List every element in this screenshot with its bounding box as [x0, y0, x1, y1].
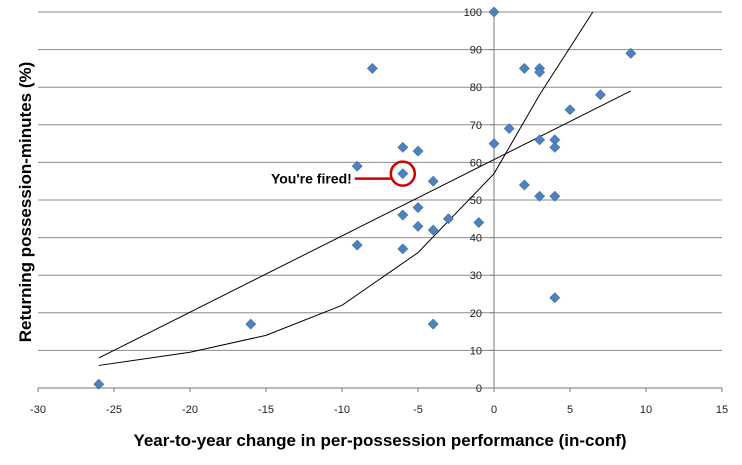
- data-point: [473, 217, 485, 228]
- data-point: [412, 202, 424, 213]
- x-tick-label: -5: [413, 404, 423, 416]
- data-point: [503, 123, 515, 134]
- annotation: You're fired!: [271, 160, 417, 187]
- data-point: [564, 104, 576, 116]
- data-point: [427, 318, 439, 330]
- trendlines: [98, 11, 632, 366]
- x-tick-label: 10: [640, 404, 652, 416]
- x-tick-label: 0: [491, 404, 497, 416]
- data-point: [397, 209, 409, 221]
- y-tick-label: 20: [470, 308, 482, 320]
- annotation-label: You're fired!: [271, 171, 352, 187]
- y-tick-label: 50: [470, 195, 482, 207]
- gridlines: [38, 11, 722, 389]
- y-tick-label: 100: [464, 7, 482, 19]
- y-tick-labels: 0 10 20 30 40 50 60 70 80 90 100: [464, 7, 482, 395]
- highlight-circle: [389, 160, 417, 187]
- data-point: [427, 224, 439, 236]
- data-point: [427, 175, 439, 187]
- data-point: [518, 179, 530, 191]
- x-axis-title: Year-to-year change in per-possession pe…: [133, 431, 626, 450]
- data-point: [412, 220, 424, 232]
- data-point: [245, 318, 257, 330]
- data-point: [549, 141, 561, 153]
- x-tick-label: -20: [182, 404, 198, 416]
- data-point: [366, 62, 378, 74]
- x-tick-label: -15: [258, 404, 274, 416]
- data-point: [397, 141, 409, 153]
- data-point: [625, 47, 637, 59]
- y-tick-label: 0: [476, 383, 482, 395]
- data-point: [534, 134, 546, 146]
- data-point: [397, 243, 409, 255]
- data-point: [397, 168, 409, 180]
- y-axis-title: Returning possession-minutes (%): [16, 62, 35, 343]
- data-point: [594, 89, 606, 101]
- exponential-trendline: [98, 11, 594, 366]
- y-tick-label: 10: [470, 345, 482, 357]
- x-tick-label: -10: [334, 404, 350, 416]
- data-point: [351, 160, 363, 172]
- axes: [37, 11, 723, 392]
- y-tick-label: 60: [470, 157, 482, 169]
- x-tick-label: -25: [106, 404, 122, 416]
- data-points: [93, 6, 637, 390]
- data-point: [488, 138, 500, 150]
- data-point: [549, 292, 561, 304]
- linear-trendline: [98, 90, 632, 359]
- data-point: [518, 62, 530, 74]
- data-point: [351, 239, 363, 251]
- x-tick-label: 15: [716, 404, 728, 416]
- data-point: [442, 213, 454, 225]
- data-point: [534, 190, 546, 202]
- x-tick-label: 5: [567, 404, 573, 416]
- y-tick-label: 30: [470, 270, 482, 282]
- y-tick-label: 90: [470, 45, 482, 57]
- data-point: [412, 145, 424, 157]
- y-tick-label: 40: [470, 233, 482, 245]
- data-point: [93, 378, 105, 390]
- data-point: [534, 66, 546, 78]
- data-point: [549, 190, 561, 202]
- x-tick-label: -30: [30, 404, 46, 416]
- y-tick-label: 70: [470, 120, 482, 132]
- x-tick-labels: -30 -25 -20 -15 -10 -5 0 5 10 15: [30, 404, 728, 416]
- data-point: [488, 6, 500, 18]
- y-tick-label: 80: [470, 82, 482, 94]
